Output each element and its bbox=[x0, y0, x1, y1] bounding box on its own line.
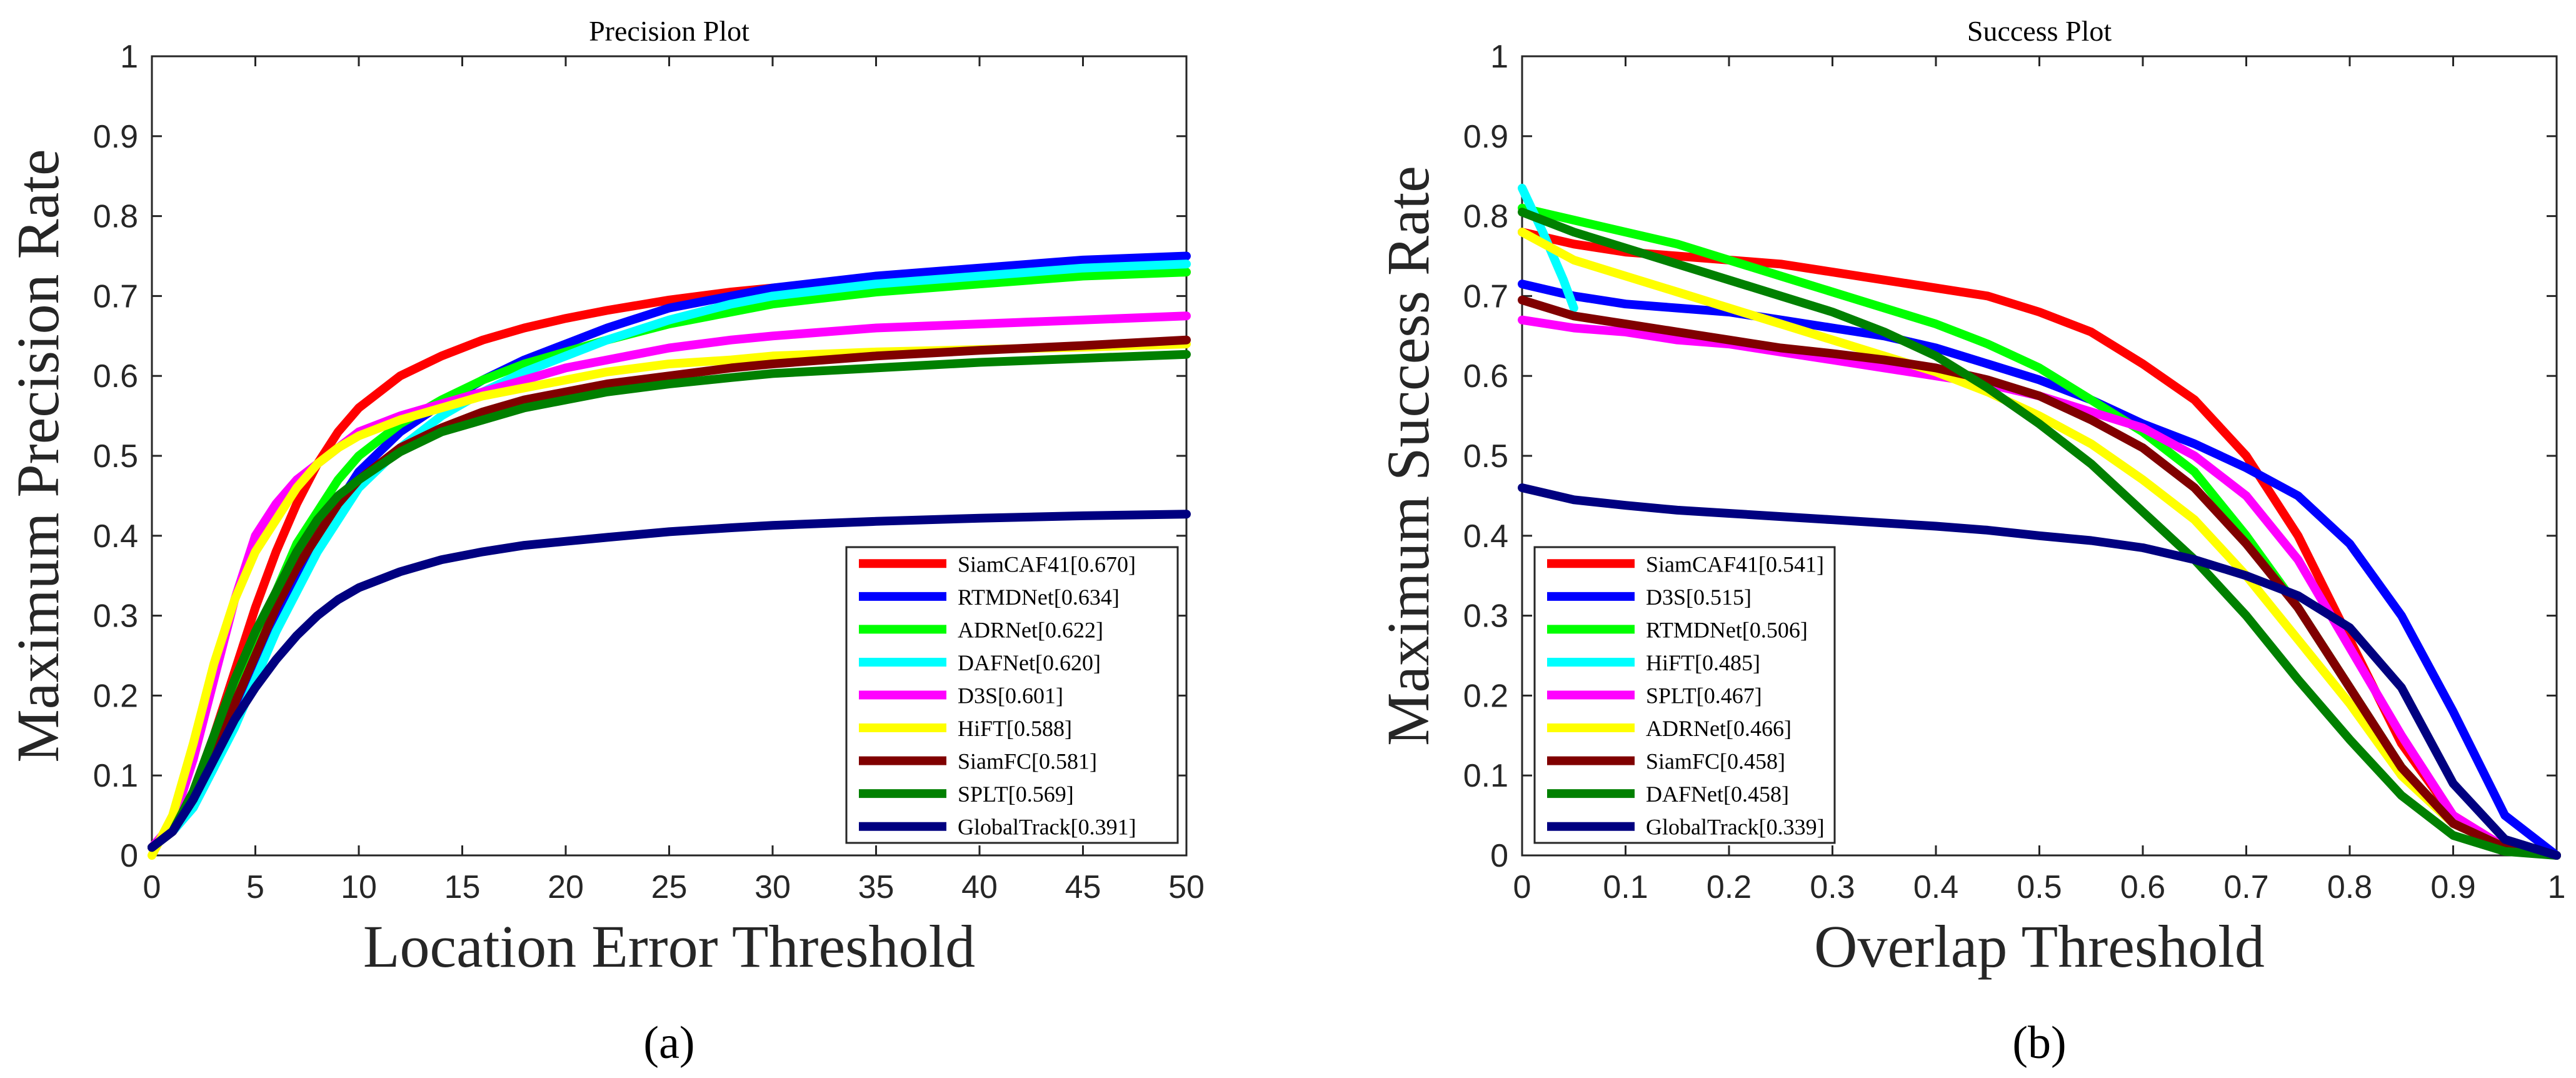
x-tick-label: 0.5 bbox=[2017, 869, 2062, 905]
y-tick-label: 0.8 bbox=[1463, 199, 1508, 235]
y-tick-label: 0.6 bbox=[93, 358, 138, 395]
y-tick-label: 0.7 bbox=[93, 278, 138, 315]
series-line-globaltrack bbox=[148, 510, 1191, 852]
x-tick-label: 0 bbox=[143, 869, 161, 905]
x-tick-label: 25 bbox=[651, 869, 688, 905]
y-tick-label: 0.8 bbox=[93, 199, 138, 235]
x-tick-label: 0.7 bbox=[2223, 869, 2268, 905]
y-tick-label: 0.5 bbox=[1463, 438, 1508, 475]
x-tick-label: 0.2 bbox=[1706, 869, 1752, 905]
legend-entry: SPLT[0.467] bbox=[1646, 683, 1762, 708]
legend: SiamCAF41[0.670] RTMDNet[0.634] ADRNet[0.6… bbox=[845, 546, 1179, 844]
x-tick-label: 15 bbox=[444, 869, 481, 905]
legend-entry: SiamCAF41[0.670] bbox=[958, 552, 1136, 577]
y-tick-label: 0.7 bbox=[1463, 278, 1508, 315]
legend-entry: SiamCAF41[0.541] bbox=[1646, 552, 1824, 577]
x-tick-label: 0.1 bbox=[1603, 869, 1648, 905]
y-tick-label: 0.2 bbox=[1463, 678, 1508, 714]
legend-entry: RTMDNet[0.634] bbox=[958, 585, 1120, 610]
series-line-globaltrack bbox=[1518, 483, 2561, 860]
y-axis-label: Maximum Precision Rate bbox=[4, 149, 71, 762]
y-tick-label: 0.4 bbox=[1463, 518, 1508, 555]
series-line-hift bbox=[148, 340, 1191, 860]
legend-entry: D3S[0.515] bbox=[1646, 585, 1752, 610]
panel-caption: (b) bbox=[2012, 1017, 2066, 1069]
legend-entry: SPLT[0.569] bbox=[958, 782, 1074, 807]
plot-title: Precision Plot bbox=[589, 15, 749, 47]
legend-entry: ADRNet[0.622] bbox=[958, 617, 1103, 642]
series-line-adrnet bbox=[1518, 228, 2561, 860]
y-tick-label: 0.3 bbox=[93, 598, 138, 635]
plot-title: Success Plot bbox=[1967, 15, 2112, 47]
y-tick-label: 0.9 bbox=[1463, 119, 1508, 155]
x-tick-label: 0 bbox=[1513, 869, 1531, 905]
x-tick-label: 5 bbox=[246, 869, 264, 905]
y-tick-label: 0.5 bbox=[93, 438, 138, 475]
success-plot-panel: 0 0.1 0.2 0.3 0.4 0.5 0.6 0.7 0.8 0.9 1 0 0.1 0.2 0.3 0… bbox=[1375, 15, 2565, 1069]
legend-entry: HiFT[0.485] bbox=[1646, 650, 1760, 675]
y-tick-label: 0.6 bbox=[1463, 358, 1508, 395]
x-axis-label: Overlap Threshold bbox=[1814, 913, 2265, 980]
legend-entry: SiamFC[0.581] bbox=[958, 749, 1097, 774]
x-tick-label: 1 bbox=[2548, 869, 2566, 905]
x-tick-label: 0.8 bbox=[2327, 869, 2372, 905]
y-tick-label: 0.1 bbox=[1463, 758, 1508, 794]
x-tick-label: 50 bbox=[1168, 869, 1205, 905]
x-tick-label: 10 bbox=[341, 869, 377, 905]
y-tick-label: 1 bbox=[120, 39, 138, 75]
legend-entry: DAFNet[0.458] bbox=[1646, 782, 1789, 807]
x-tick-label: 0.9 bbox=[2430, 869, 2475, 905]
y-tick-label: 1 bbox=[1490, 39, 1508, 75]
legend-entry: HiFT[0.588] bbox=[958, 716, 1072, 741]
x-axis-label: Location Error Threshold bbox=[363, 913, 975, 980]
y-tick-label: 0.2 bbox=[93, 678, 138, 714]
y-tick-label: 0.1 bbox=[93, 758, 138, 794]
x-tick-label: 0.3 bbox=[1810, 869, 1855, 905]
y-tick-label: 0 bbox=[120, 838, 138, 874]
series-line-dafnet bbox=[1518, 208, 2561, 860]
panel-caption: (a) bbox=[643, 1017, 694, 1069]
legend-entry: GlobalTrack[0.391] bbox=[958, 815, 1136, 840]
y-axis-label: Maximum Success Rate bbox=[1375, 166, 1441, 746]
precision-plot-panel: 0 5 10 15 20 25 30 35 40 45 50 0 0.1 0.2 0.3 0.4 0.5 0.6 0… bbox=[4, 15, 1205, 1069]
y-tick-label: 0 bbox=[1490, 838, 1508, 874]
legend-entry: DAFNet[0.620] bbox=[958, 650, 1101, 675]
series-line-hift bbox=[1518, 183, 1578, 313]
series-line-d3s bbox=[1518, 280, 2561, 860]
y-tick-label: 0.9 bbox=[93, 119, 138, 155]
y-tick-label: 0.4 bbox=[93, 518, 138, 555]
x-tick-label: 20 bbox=[548, 869, 584, 905]
x-tick-label: 30 bbox=[754, 869, 791, 905]
legend-entry: D3S[0.601] bbox=[958, 683, 1063, 708]
x-tick-label: 45 bbox=[1065, 869, 1101, 905]
series-line-siamfc bbox=[1518, 295, 2561, 860]
legend-entry: GlobalTrack[0.339] bbox=[1646, 815, 1825, 840]
x-tick-label: 0.6 bbox=[2120, 869, 2165, 905]
x-tick-label: 40 bbox=[961, 869, 998, 905]
legend-entry: SiamFC[0.458] bbox=[1646, 749, 1785, 774]
x-tick-label: 35 bbox=[858, 869, 895, 905]
x-tick-label: 0.4 bbox=[1913, 869, 1958, 905]
y-tick-label: 0.3 bbox=[1463, 598, 1508, 635]
series-line-splt bbox=[148, 350, 1191, 852]
legend-entry: RTMDNet[0.506] bbox=[1646, 617, 1808, 642]
legend-entry: ADRNet[0.466] bbox=[1646, 716, 1792, 741]
legend: SiamCAF41[0.541] D3S[0.515] RTMDNet[0.506]… bbox=[1533, 546, 1836, 844]
